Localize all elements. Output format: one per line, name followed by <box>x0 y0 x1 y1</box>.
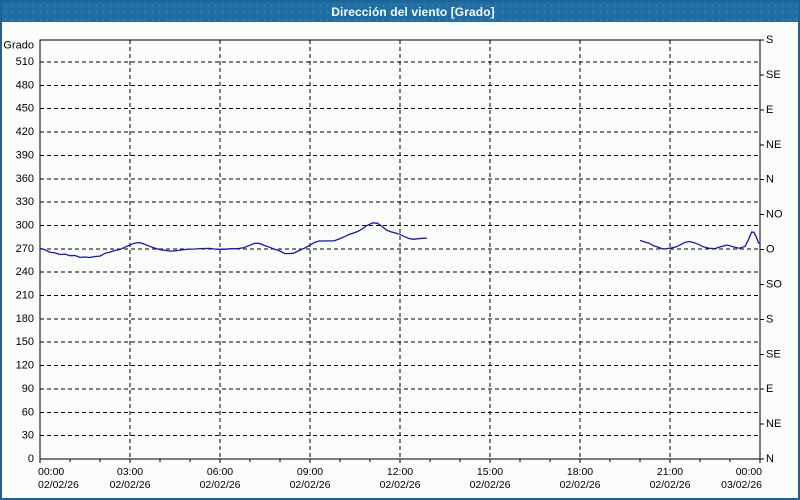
svg-text:360: 360 <box>16 173 34 185</box>
svg-text:120: 120 <box>16 360 34 372</box>
svg-text:210: 210 <box>16 290 34 302</box>
svg-text:06:00: 06:00 <box>207 466 233 478</box>
svg-text:390: 390 <box>16 149 34 161</box>
svg-text:270: 270 <box>16 243 34 255</box>
svg-text:510: 510 <box>16 56 34 68</box>
svg-text:O: O <box>766 244 775 256</box>
svg-text:90: 90 <box>22 383 34 395</box>
svg-text:300: 300 <box>16 219 34 231</box>
svg-text:03:00: 03:00 <box>117 466 143 478</box>
svg-text:NO: NO <box>766 209 783 221</box>
svg-text:02/02/26: 02/02/26 <box>290 479 331 491</box>
svg-text:02/02/26: 02/02/26 <box>38 479 79 491</box>
svg-text:E: E <box>766 383 773 395</box>
svg-text:12:00: 12:00 <box>387 466 413 478</box>
svg-text:S: S <box>766 34 773 46</box>
svg-text:E: E <box>766 104 773 116</box>
svg-text:00:00: 00:00 <box>38 466 64 478</box>
svg-text:N: N <box>766 453 774 465</box>
svg-text:02/02/26: 02/02/26 <box>380 479 421 491</box>
svg-text:02/02/26: 02/02/26 <box>470 479 511 491</box>
svg-text:00:00: 00:00 <box>736 466 762 478</box>
svg-text:30: 30 <box>22 430 34 442</box>
svg-text:N: N <box>766 174 774 186</box>
svg-text:SE: SE <box>766 69 781 81</box>
svg-text:60: 60 <box>22 406 34 418</box>
svg-text:S: S <box>766 313 773 325</box>
svg-text:180: 180 <box>16 313 34 325</box>
svg-text:NE: NE <box>766 418 781 430</box>
svg-text:NE: NE <box>766 139 781 151</box>
svg-text:240: 240 <box>16 266 34 278</box>
svg-text:150: 150 <box>16 336 34 348</box>
svg-text:420: 420 <box>16 126 34 138</box>
svg-text:450: 450 <box>16 103 34 115</box>
svg-text:480: 480 <box>16 79 34 91</box>
svg-text:02/02/26: 02/02/26 <box>110 479 151 491</box>
svg-text:21:00: 21:00 <box>657 466 683 478</box>
svg-text:SE: SE <box>766 348 781 360</box>
svg-text:SO: SO <box>766 278 782 290</box>
svg-text:09:00: 09:00 <box>297 466 323 478</box>
svg-text:18:00: 18:00 <box>567 466 593 478</box>
svg-text:15:00: 15:00 <box>477 466 503 478</box>
svg-text:Grado: Grado <box>3 40 34 52</box>
svg-text:02/02/26: 02/02/26 <box>650 479 691 491</box>
svg-text:02/02/26: 02/02/26 <box>200 479 241 491</box>
svg-text:03/02/26: 03/02/26 <box>721 479 762 491</box>
svg-text:330: 330 <box>16 196 34 208</box>
svg-text:0: 0 <box>28 453 34 465</box>
svg-text:02/02/26: 02/02/26 <box>560 479 601 491</box>
